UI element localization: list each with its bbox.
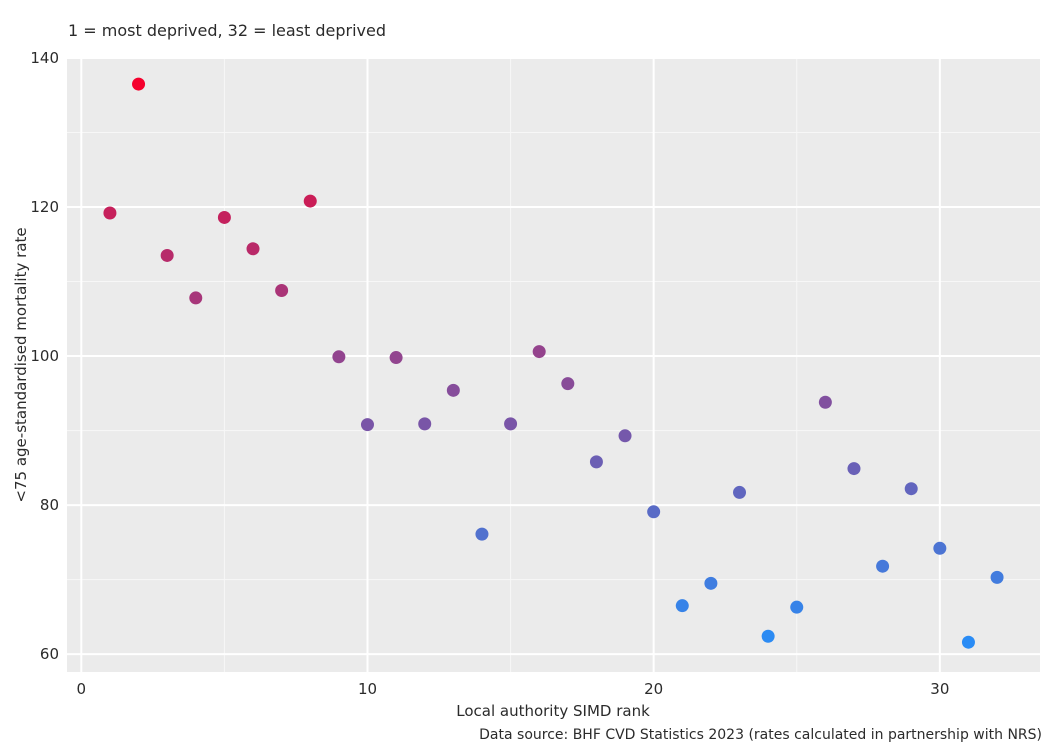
tick-labels: 0 10 20 30 60 80 100 120 140	[30, 49, 949, 698]
data-point	[504, 417, 518, 431]
y-tick-label: 60	[40, 645, 59, 663]
data-point	[847, 462, 861, 476]
data-point	[303, 194, 317, 208]
data-point	[418, 417, 432, 431]
chart-subtitle: 1 = most deprived, 32 = least deprived	[68, 21, 386, 40]
y-tick-label: 80	[40, 496, 59, 514]
data-point	[332, 350, 346, 364]
data-point	[389, 351, 403, 365]
data-point	[933, 541, 947, 555]
data-point	[561, 377, 575, 391]
data-point	[618, 429, 632, 443]
data-point	[132, 77, 146, 91]
y-tick-label: 100	[30, 347, 59, 365]
data-point	[704, 576, 718, 590]
x-tick-label: 10	[358, 680, 377, 698]
y-tick-label: 120	[30, 198, 59, 216]
data-point	[647, 505, 661, 519]
data-point	[761, 629, 775, 643]
data-point	[532, 345, 546, 359]
data-point	[733, 485, 747, 499]
data-point	[790, 600, 804, 614]
data-point	[446, 383, 460, 397]
data-point	[246, 242, 260, 256]
data-point	[217, 210, 231, 224]
data-point	[961, 635, 975, 649]
data-points	[103, 77, 1004, 649]
x-tick-label: 0	[77, 680, 87, 698]
data-point	[275, 283, 289, 297]
data-point	[160, 248, 174, 262]
data-point	[990, 570, 1004, 584]
data-point	[675, 599, 689, 613]
x-tick-label: 20	[644, 680, 663, 698]
x-axis-label: Local authority SIMD rank	[456, 702, 650, 720]
data-point	[475, 527, 489, 541]
data-point	[589, 455, 603, 469]
data-point	[189, 291, 203, 305]
y-tick-label: 140	[30, 49, 59, 67]
data-point	[103, 206, 117, 220]
data-point	[904, 482, 918, 496]
data-point	[360, 418, 374, 432]
data-point	[818, 395, 832, 409]
data-point	[876, 559, 890, 573]
y-axis-label: <75 age-standardised mortality rate	[12, 227, 30, 502]
gridlines	[67, 57, 1040, 672]
caption: Data source: BHF CVD Statistics 2023 (ra…	[479, 727, 1042, 743]
x-tick-label: 30	[930, 680, 949, 698]
